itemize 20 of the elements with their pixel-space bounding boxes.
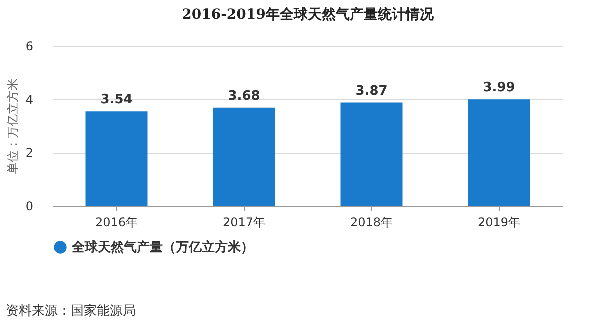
y-tick-label: 4 (26, 92, 34, 107)
legend-label: 全球天然气产量（万亿立方米） (71, 240, 254, 256)
y-tick-label: 2 (26, 146, 34, 160)
x-tick-label: 2017年 (222, 216, 266, 230)
data-label: 3.87 (356, 84, 388, 99)
bar (340, 102, 403, 206)
y-tick-label: 6 (26, 40, 34, 54)
x-tick-label: 2018年 (350, 216, 394, 230)
data-label: 3.54 (100, 92, 133, 108)
x-tick-label: 2016年 (95, 216, 138, 230)
data-label: 3.99 (483, 80, 516, 96)
chart-title: 2016-2019年全球天然气产量统计情况 (182, 6, 435, 23)
bar (86, 112, 148, 206)
bar (213, 108, 276, 206)
bar (468, 100, 530, 206)
data-label: 3.68 (228, 88, 260, 104)
text: 资料来源：国家能源局 (6, 303, 136, 320)
y-axis-title: 单位：万亿立方米 (6, 78, 20, 174)
y-tick-label: 0 (26, 200, 34, 214)
x-tick-label: 2019年 (478, 216, 521, 230)
